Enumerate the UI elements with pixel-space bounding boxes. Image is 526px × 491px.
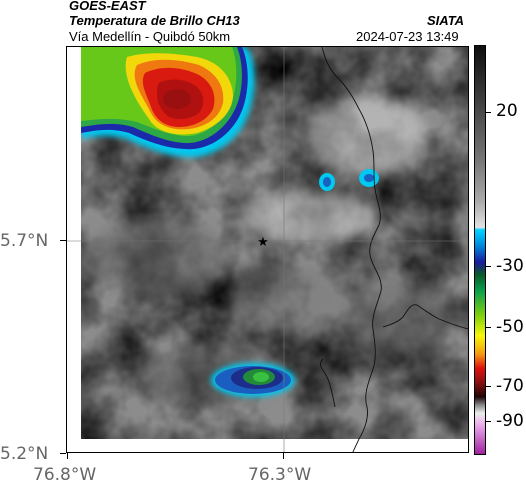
colorbar-tick — [486, 266, 491, 267]
colorbar-tick — [486, 327, 491, 328]
lon-label: 76.3°W — [248, 465, 312, 485]
department-boundary — [321, 47, 382, 452]
region-label: Vía Medellín - Quibdó 50km — [69, 29, 231, 44]
storm-cell-northwest — [81, 47, 255, 158]
colorbar-label: -90 — [496, 411, 524, 431]
lat-label: 5.2°N — [0, 444, 49, 464]
lat-tick-mark — [60, 240, 66, 241]
datetime-label: 2024-07-23 13:49 — [356, 29, 459, 44]
lon-tick-mark — [283, 453, 284, 459]
lat-tick-mark — [60, 453, 66, 454]
lon-label: 76.8°W — [33, 465, 97, 485]
map-margin-bottom — [67, 439, 468, 452]
colorbar-tick — [486, 386, 491, 387]
location-marker-icon: ★ — [257, 235, 269, 250]
lon-tick-mark — [67, 453, 68, 459]
organization-label: SIATA — [427, 13, 465, 28]
map-margin-left — [67, 47, 81, 452]
product-title: Temperatura de Brillo CH13 — [69, 13, 240, 28]
storm-cell-south — [211, 363, 295, 397]
colorbar-tick — [486, 112, 491, 113]
colorbar-label: 20 — [496, 101, 518, 121]
temperature-colorbar — [474, 45, 486, 455]
map-canvas: ★ — [67, 47, 468, 452]
municipal-boundary — [382, 304, 468, 330]
satellite-name: GOES-EAST — [69, 0, 146, 13]
colorbar-label: -70 — [496, 376, 524, 396]
colorbar-label: -50 — [496, 317, 524, 337]
municipal-boundary-2 — [320, 358, 336, 408]
colorbar-tick — [486, 421, 491, 422]
brightness-temperature-map: ★ — [66, 46, 469, 453]
lat-label: 5.7°N — [0, 231, 49, 251]
colorbar-label: -30 — [496, 256, 524, 276]
